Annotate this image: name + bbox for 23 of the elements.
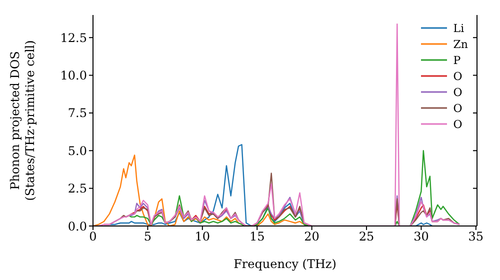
legend-label: Li [453,22,464,34]
y-tick-label: 7.5 [68,106,87,120]
x-tick-label: 5 [144,230,152,244]
y-axis-title: Phonon projected DOS (States/THz·primitive cell) [8,40,37,201]
y-tick-label: 10.0 [60,68,87,83]
legend-label: O [453,86,462,98]
legend-label: O [453,70,462,82]
x-tick-label: 30 [414,230,429,244]
x-axis-title: Frequency (THz) [234,257,336,271]
legend-label: Zn [453,38,468,50]
y-tick-label: 2.5 [68,182,87,196]
y-tick-label: 12.5 [60,30,87,45]
legend-label: O [453,102,462,114]
x-tick-label: 10 [194,230,210,244]
x-tick-label: 35 [468,230,484,244]
legend-label: O [453,118,462,130]
x-tick-label: 0 [89,230,97,244]
legend-label: P [453,54,461,66]
x-tick-label: 25 [358,230,374,244]
x-tick-label: 20 [304,230,320,244]
y-tick-label: 5.0 [68,144,87,158]
y-tick-label: 0.0 [68,219,87,234]
x-tick-label: 15 [249,230,265,244]
